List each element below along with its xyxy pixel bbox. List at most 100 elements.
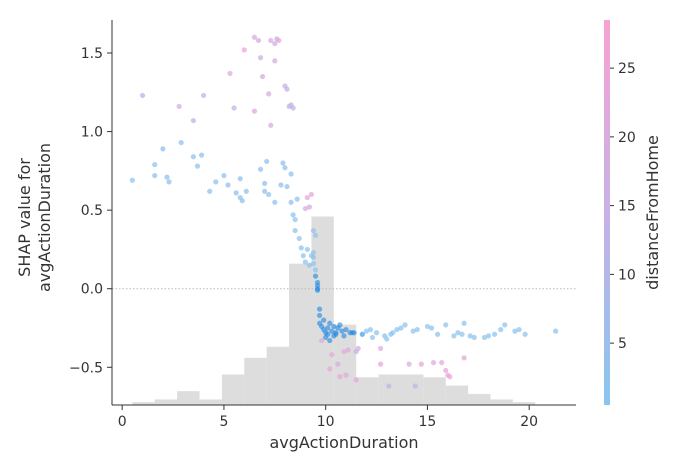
data-point — [373, 330, 380, 336]
data-point — [152, 172, 158, 179]
x-tick-label: 10 — [317, 414, 335, 430]
data-point — [304, 194, 310, 201]
data-point — [257, 166, 264, 172]
data-point — [272, 199, 278, 205]
data-point — [378, 345, 384, 352]
data-point — [481, 334, 488, 341]
data-point — [333, 331, 339, 337]
data-point — [284, 183, 290, 190]
data-point — [363, 328, 369, 334]
data-point — [316, 312, 323, 319]
data-point — [262, 188, 268, 194]
data-point — [410, 328, 416, 334]
data-point — [308, 191, 315, 198]
data-point — [402, 322, 408, 328]
data-point — [282, 165, 288, 171]
histogram-bar — [423, 377, 446, 405]
data-point — [369, 334, 376, 341]
data-point — [406, 361, 412, 367]
data-point — [231, 105, 237, 111]
data-point — [471, 334, 477, 341]
data-point — [284, 86, 290, 92]
data-point — [394, 326, 400, 333]
colorbar-tick-label: 25 — [618, 61, 636, 77]
data-point — [129, 177, 135, 183]
data-point — [237, 176, 243, 182]
data-point — [498, 326, 504, 333]
data-point — [139, 92, 146, 99]
colorbar-title: distanceFromHome — [643, 135, 662, 290]
data-point — [207, 188, 213, 194]
data-point — [325, 331, 331, 337]
y-ticks: −0.5 0.0 0.5 1.0 1.5 — [69, 46, 112, 376]
data-point — [553, 328, 559, 334]
data-point — [428, 325, 435, 331]
data-point — [176, 103, 182, 110]
data-point — [337, 322, 343, 328]
axes — [111, 20, 576, 406]
colorbar-tick-label: 20 — [618, 130, 636, 146]
data-point — [353, 377, 359, 383]
data-point — [190, 117, 197, 124]
data-point — [298, 245, 304, 251]
data-point — [272, 40, 278, 47]
histogram-bar — [132, 402, 155, 405]
data-point — [288, 171, 294, 177]
data-point — [321, 317, 327, 323]
histogram-bar — [468, 393, 491, 405]
histogram-bar — [311, 216, 334, 405]
data-point — [414, 326, 420, 333]
data-point — [280, 160, 286, 166]
data-point — [312, 273, 319, 279]
y-axis-title-line-1: SHAP value for — [15, 158, 34, 277]
data-point — [384, 336, 390, 342]
data-point — [325, 325, 331, 331]
data-point — [255, 37, 262, 44]
data-point — [310, 254, 317, 260]
data-point — [335, 361, 341, 367]
histogram-bar — [445, 385, 469, 405]
x-axis-title: avgActionDuration — [269, 433, 418, 452]
data-point — [288, 199, 294, 205]
x-tick-label: 5 — [219, 414, 228, 430]
data-point — [312, 267, 319, 273]
data-point — [339, 328, 345, 334]
data-point — [412, 383, 418, 389]
histogram-bar — [333, 324, 357, 405]
colorbar — [604, 20, 610, 405]
data-point — [443, 367, 449, 374]
data-point — [439, 359, 445, 366]
data-point — [262, 180, 268, 187]
data-point — [351, 330, 357, 336]
histogram-bar — [512, 402, 536, 405]
data-point — [424, 323, 431, 330]
data-point — [268, 122, 274, 128]
data-point — [451, 333, 457, 339]
data-point — [345, 347, 351, 353]
data-point — [455, 330, 461, 336]
data-point — [314, 287, 321, 293]
data-point — [512, 328, 518, 334]
histogram-bar — [154, 399, 178, 405]
data-point — [251, 34, 258, 40]
histogram — [132, 216, 536, 405]
data-point — [341, 348, 347, 355]
data-point — [398, 325, 404, 331]
data-point — [329, 328, 335, 334]
data-point — [257, 55, 264, 61]
histogram-bar — [289, 263, 312, 405]
x-ticks: 0 5 10 15 20 — [118, 405, 538, 430]
x-tick-label: 15 — [419, 414, 437, 430]
data-point — [213, 179, 219, 185]
data-point — [300, 253, 306, 259]
data-point — [485, 333, 492, 339]
data-point — [268, 37, 274, 44]
data-point — [316, 306, 323, 312]
data-point — [467, 333, 473, 339]
data-point — [516, 326, 522, 333]
data-point — [430, 359, 437, 366]
data-point — [390, 330, 396, 336]
data-point — [331, 323, 337, 330]
y-tick-label: 0.5 — [81, 203, 103, 219]
data-point — [292, 227, 298, 234]
